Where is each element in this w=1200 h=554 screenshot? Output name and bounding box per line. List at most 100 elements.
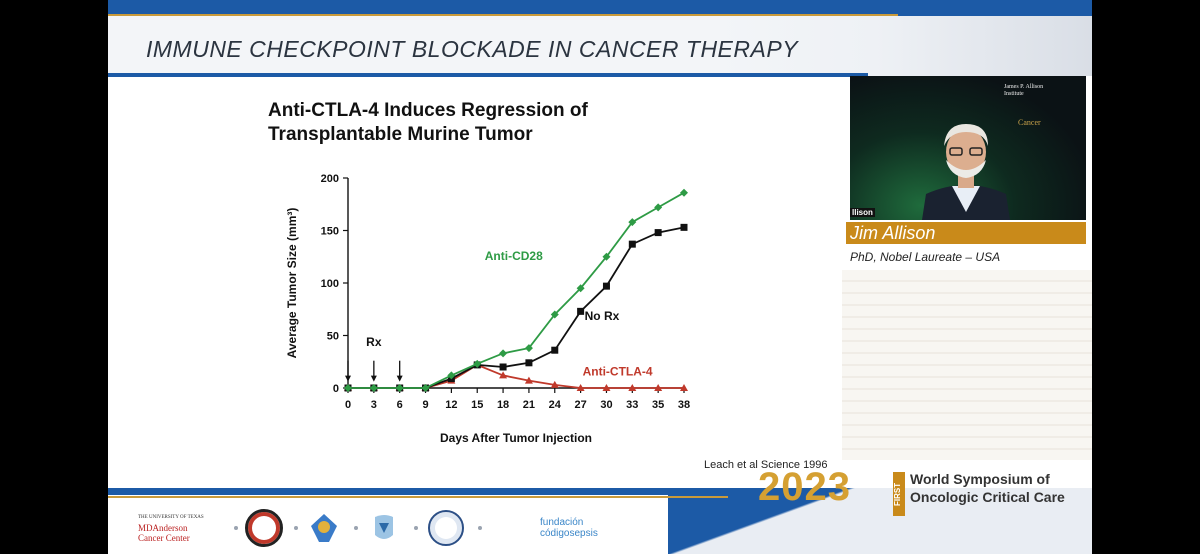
data-point-anti-cd28 [602,252,611,261]
x-tick-label: 9 [422,399,428,411]
speaker-name-bar: Jim Allison [846,222,1086,244]
treatment-label: Rx [366,335,382,349]
series-label: No Rx [585,309,620,323]
series-line-anti-cd28 [348,191,685,389]
data-point-anti-cd28 [654,203,663,212]
title-bar [108,16,1092,76]
title-underline [108,73,868,77]
x-tick-label: 18 [497,399,509,411]
footer-gold-line [108,496,728,498]
data-point-anti-ctla-4 [654,384,663,391]
data-point-anti-cd28 [421,384,430,392]
speaker-video: James P. Allison Institute Cancer llison [850,76,1086,220]
y-tick-label: 50 [327,331,339,343]
data-point-anti-cd28 [473,359,482,368]
x-tick-label: 27 [574,399,586,411]
data-point-anti-cd28 [550,310,559,319]
speaker-subtitle: PhD, Nobel Laureate – USA [850,250,1001,264]
x-tick-label: 15 [471,399,483,411]
society-seal-logo [244,508,284,548]
cancer-logo: Cancer [1018,118,1041,127]
fundacion-logo: fundación códigosepsis [540,508,660,548]
data-point-no-rx [680,223,688,231]
data-point-anti-cd28 [344,384,352,392]
top-accent-bar [108,0,1092,16]
event-name: World Symposium of Oncologic Critical Ca… [910,470,1065,506]
x-tick-label: 0 [345,399,351,411]
event-name-line2: Oncologic Critical Care [910,489,1065,505]
data-point-no-rx [577,307,585,315]
y-axis-label: Average Tumor Size (mm³) [285,208,299,359]
chart-panel [132,80,868,474]
data-point-no-rx [628,240,636,248]
data-point-no-rx [499,363,507,371]
data-point-anti-cd28 [680,188,688,197]
chart-title-line2: Transplantable Murine Tumor [268,124,533,145]
separator-dot [414,526,418,530]
chart-title: Anti-CTLA-4 Induces Regression of Transp… [268,99,588,147]
footer-blue-band [108,488,668,495]
sponsor-logos: THE UNIVERSITY OF TEXAS MDAnderson Cance… [138,508,658,548]
y-tick-label: 0 [333,383,339,395]
separator-dot [294,526,298,530]
md-anderson-line2: MDAnderson [138,523,188,533]
data-point-anti-cd28 [628,218,637,227]
y-tick-label: 200 [321,173,339,185]
data-point-anti-ctla-4 [524,376,533,384]
institute-logo-line1: James P. Allison [1004,84,1044,90]
y-tick-label: 100 [321,278,339,290]
x-tick-label: 38 [678,399,690,411]
x-tick-label: 21 [523,399,535,411]
footer-blue-swoosh [668,488,1092,554]
data-point-anti-cd28 [369,384,378,392]
data-point-anti-ctla-4 [602,384,611,391]
event-year: 2023 [758,465,851,509]
data-point-anti-ctla-4 [550,380,559,388]
slide: IMMUNE CHECKPOINT BLOCKADE IN CANCER THE… [108,0,1092,554]
x-tick-label: 24 [549,399,562,411]
speaker-name: Jim Allison [850,223,936,243]
md-anderson-line3: Cancer Center [138,533,190,543]
data-point-no-rx [551,346,559,354]
hands-logo [364,508,404,548]
data-point-anti-cd28 [499,349,508,358]
y-tick-label: 150 [321,226,339,238]
data-point-anti-cd28 [576,284,585,293]
x-tick-label: 33 [626,399,638,411]
treatment-arrow-head [345,375,351,382]
data-point-anti-ctla-4 [680,384,688,391]
data-point-no-rx [654,229,662,237]
slide-title: IMMUNE CHECKPOINT BLOCKADE IN CANCER THE… [146,36,799,62]
video-name-tag: llison [850,208,875,217]
citation: Leach et al Science 1996 [704,459,828,471]
x-tick-label: 35 [652,399,664,411]
md-anderson-line1: THE UNIVERSITY OF TEXAS [138,515,204,520]
data-point-anti-cd28 [524,344,533,353]
separator-dot [354,526,358,530]
separator-dot [478,526,482,530]
data-point-no-rx [602,282,610,290]
data-point-no-rx [525,359,533,367]
series-label: Anti-CD28 [485,249,543,263]
data-point-anti-ctla-4 [499,371,508,379]
treatment-arrow-head [370,375,377,382]
institute-logo-line2: Institute [1004,91,1024,97]
x-tick-label: 3 [371,399,377,411]
speaker-avatar [922,124,1010,220]
fundacion-line2: códigosepsis [540,528,598,539]
series-label: Anti-CTLA-4 [583,364,653,378]
chart-axes: 0 50 100 150 200 0 3 6 9 12 15 18 21 24 27 30 33 35 38 Days… [285,173,690,445]
event-edition-badge: FIRST [893,472,905,516]
treatment-arrow-head [396,375,403,382]
separator-dot [234,526,238,530]
chart-annotations: Anti-CD28 No Rx Anti-CTLA-4 Rx [345,249,653,382]
chart-series [344,188,688,392]
event-name-line1: World Symposium of [910,471,1050,487]
md-anderson-logo: THE UNIVERSITY OF TEXAS MDAnderson Cance… [138,508,224,548]
x-tick-label: 12 [445,399,457,411]
chart-title-line1: Anti-CTLA-4 Induces Regression of [268,100,588,121]
x-tick-label: 30 [600,399,612,411]
x-axis-label: Days After Tumor Injection [440,431,592,445]
fundacion-line1: fundación [540,517,584,528]
institute-logo: James P. Allison Institute [1004,84,1043,98]
